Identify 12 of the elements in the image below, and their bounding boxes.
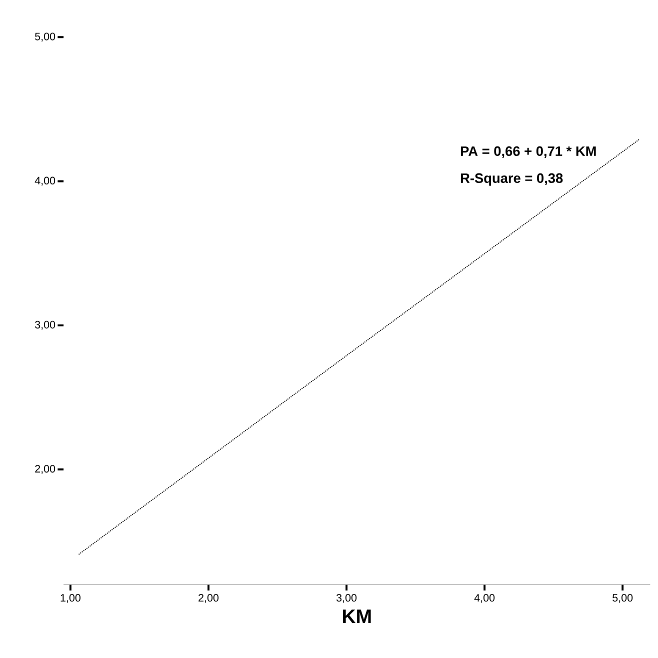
x-tick-label: 3,00: [336, 594, 357, 603]
annotation: PA = 0,66 + 0,71 * KM: [460, 146, 596, 158]
x-tick-label: 1,00: [60, 594, 80, 603]
x-tick-label: 5,00: [612, 594, 633, 603]
annotation: R-Square = 0,38: [460, 173, 563, 186]
y-tick-label: 2,00: [35, 464, 56, 474]
x-axis-title: KM: [342, 610, 371, 624]
y-tick-label: 4,00: [34, 176, 56, 186]
x-tick-label: 2,00: [198, 594, 219, 603]
y-tick-label: 5,00: [35, 32, 56, 42]
x-tick-label: 4,00: [474, 594, 495, 603]
y-tick-label: 3,00: [35, 320, 56, 330]
